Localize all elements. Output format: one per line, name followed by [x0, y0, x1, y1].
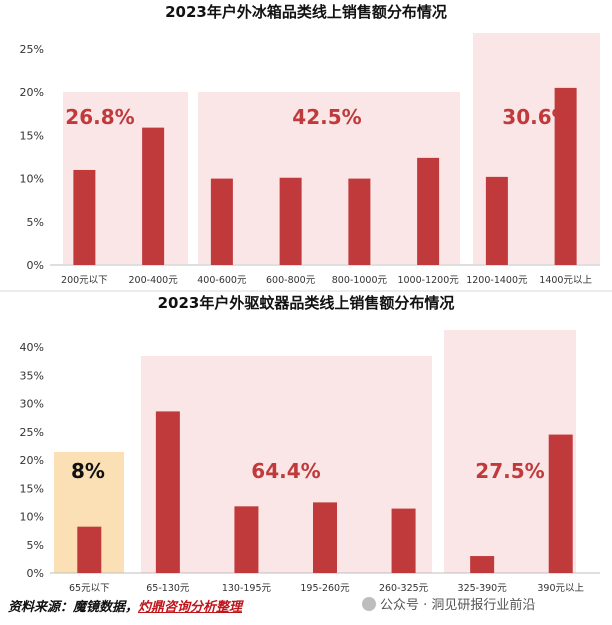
chart2-xtick-label: 325-390元: [458, 583, 508, 594]
source-prefix: 资料来源：魔镜数据，: [8, 600, 139, 615]
chart2-ytick-label: 0%: [27, 567, 44, 580]
watermark-text: 公众号 · 洞见研报行业前沿: [380, 598, 536, 613]
chart1-group-label: 30.6%: [502, 105, 571, 129]
chart2-xtick-label: 130-195元: [222, 583, 272, 594]
chart1-ytick-label: 15%: [20, 129, 44, 142]
chart1-ytick-label: 20%: [20, 86, 44, 99]
chart1-title: 2023年户外冰箱品类线上销售额分布情况: [165, 3, 447, 21]
chart2-bar: [234, 506, 259, 573]
chart1-ytick-label: 10%: [20, 173, 44, 186]
chart1-xtick-label: 200元以下: [61, 275, 108, 286]
chart1-xtick-label: 600-800元: [266, 275, 316, 286]
chart2-group-label: 27.5%: [475, 459, 544, 483]
chart2-xtick-label: 195-260元: [300, 583, 350, 594]
chart2-xtick-label: 390元以上: [537, 583, 584, 594]
chart2-group-label: 8%: [71, 459, 105, 483]
chart1-bar: [279, 177, 302, 265]
chart1-bar: [142, 127, 165, 266]
chart2-bar: [155, 411, 180, 573]
chart1-bar: [485, 176, 508, 265]
wechat-icon: [362, 597, 376, 611]
chart1-bar: [348, 178, 371, 265]
chart1-ytick-label: 0%: [27, 259, 44, 272]
chart2-group-bg-1: [141, 356, 432, 573]
chart1-xtick-label: 1400元以上: [539, 275, 592, 286]
chart2-ytick-label: 30%: [20, 398, 44, 411]
chart1-bar: [73, 169, 96, 265]
chart2-xtick-label: 260-325元: [379, 583, 429, 594]
chart1-xtick-label: 800-1000元: [332, 275, 388, 286]
chart2-bar: [313, 502, 337, 573]
chart1-ytick-label: 5%: [27, 216, 44, 229]
chart2-xtick-label: 65-130元: [146, 583, 190, 594]
chart2-ytick-label: 5%: [27, 539, 44, 552]
chart2-bar: [77, 526, 102, 573]
chart2-ytick-label: 10%: [20, 511, 44, 524]
chart2-xtick-label: 65元以下: [69, 583, 110, 594]
chart1-group-bg-1: [198, 92, 460, 264]
chart2-ytick-label: 20%: [20, 454, 44, 467]
chart1-group-label: 26.8%: [65, 105, 134, 129]
source-link[interactable]: 灼鼎咨询分析整理: [138, 600, 243, 615]
watermark: 公众号 · 洞见研报行业前沿: [362, 594, 535, 613]
chart1-ytick-label: 25%: [20, 43, 44, 56]
chart1-xtick-label: 200-400元: [129, 275, 179, 286]
chart1-xtick-label: 1200-1400元: [466, 275, 528, 286]
chart1-xtick-label: 400-600元: [197, 275, 247, 286]
chart2-group-label: 64.4%: [251, 459, 320, 483]
chart2-ytick-label: 35%: [20, 369, 44, 382]
chart1-bar: [210, 178, 233, 265]
chart2-bar: [391, 508, 416, 573]
chart1-group-label: 42.5%: [292, 105, 361, 129]
chart2-ytick-label: 25%: [20, 426, 44, 439]
source-note: 资料来源：魔镜数据，灼鼎咨询分析整理: [8, 596, 242, 615]
chart2-title: 2023年户外驱蚊器品类线上销售额分布情况: [158, 294, 455, 312]
chart1-bar: [554, 87, 577, 265]
chart2-ytick-label: 15%: [20, 482, 44, 495]
chart2-bar: [470, 556, 495, 573]
chart2-bar: [548, 434, 573, 573]
chart2-ytick-label: 40%: [20, 341, 44, 354]
chart1-xtick-label: 1000-1200元: [397, 275, 459, 286]
chart1-bar: [417, 157, 440, 265]
